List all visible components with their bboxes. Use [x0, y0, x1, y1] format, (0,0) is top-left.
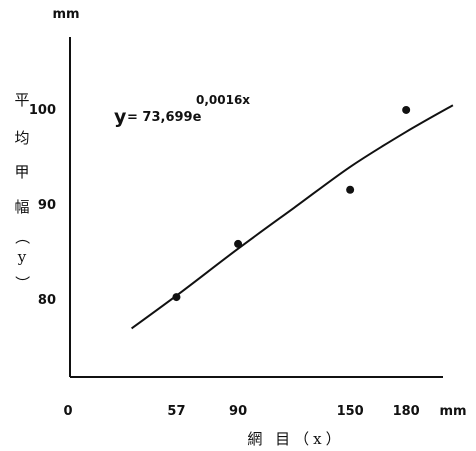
axes: [69, 37, 443, 378]
x-tick-labels: 57 90 150 180: [167, 404, 419, 419]
x-axis-label: 網 目（x）: [247, 430, 344, 448]
fit-equation: y = 73,699e 0,0016x: [114, 93, 250, 128]
fit-curve: [131, 104, 454, 330]
y-axis-label-char-4: （: [13, 229, 31, 244]
y-axis-label-char-3: 幅: [14, 198, 29, 216]
equation-body: = 73,699e: [127, 110, 202, 125]
data-point-4: [402, 105, 411, 114]
data-points: [172, 105, 411, 302]
y-tick-label-100: 100: [29, 103, 56, 118]
x-tick-label-150: 150: [337, 404, 364, 419]
x-tick-label-180: 180: [393, 404, 420, 419]
y-axis-label-char-1: 均: [14, 129, 29, 147]
y-axis-label-char-2: 甲: [14, 163, 29, 181]
data-point-1: [172, 293, 181, 302]
x-tick-label-57: 57: [167, 404, 185, 419]
equation-exponent: 0,0016x: [196, 93, 250, 107]
y-axis-label-char-5: y: [17, 248, 27, 266]
x-unit-label: mm: [439, 404, 466, 419]
y-tick-labels: 80 90 100: [29, 103, 56, 308]
y-tick-label-80: 80: [38, 293, 56, 308]
x-tick-label-90: 90: [229, 404, 247, 419]
y-unit-label: mm: [52, 7, 79, 22]
y-tick-label-90: 90: [38, 198, 56, 213]
data-point-3: [346, 185, 355, 194]
x-origin-label: 0: [63, 404, 72, 419]
y-axis-label-char-6: ）: [13, 275, 31, 290]
data-point-2: [234, 239, 243, 248]
equation-prefix: y: [114, 106, 127, 128]
y-axis-label-char-0: 平: [14, 91, 29, 109]
